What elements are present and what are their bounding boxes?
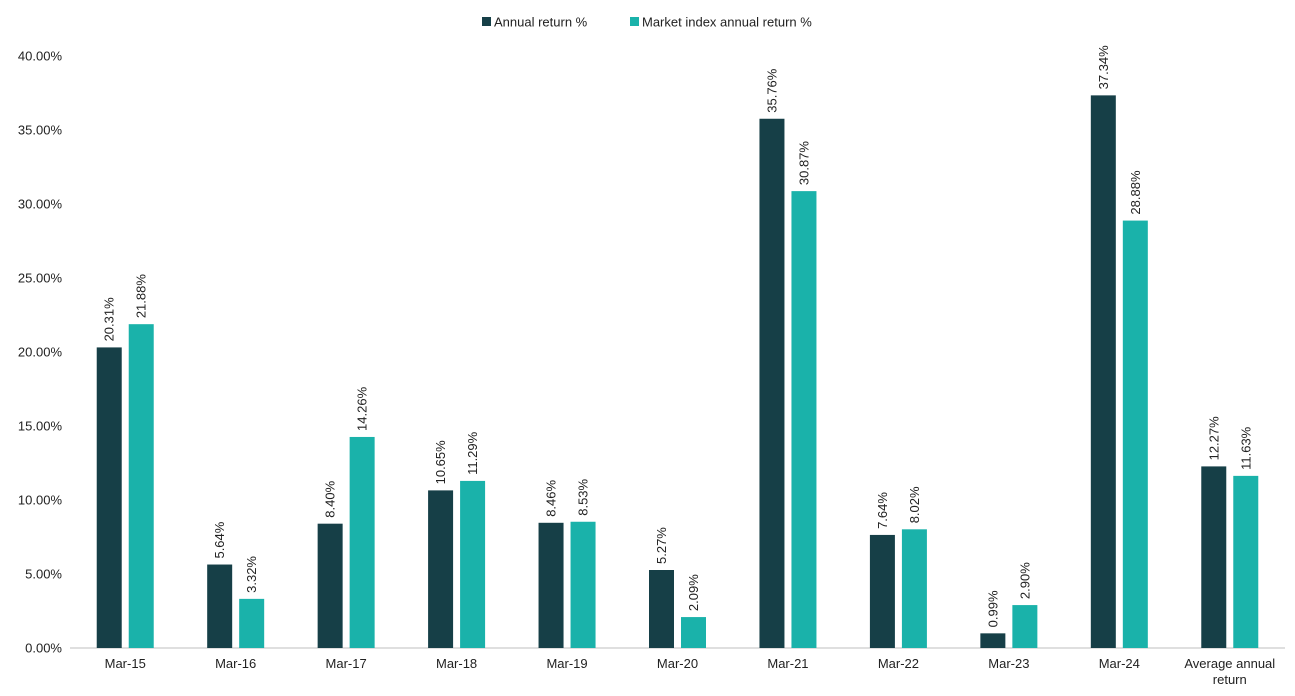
y-tick-label: 25.00% — [18, 271, 63, 286]
x-tick-label-line: Mar-19 — [546, 656, 587, 671]
data-label: 8.40% — [323, 480, 338, 517]
bar-series-1 — [428, 490, 454, 648]
data-label: 2.09% — [686, 574, 701, 611]
data-label: 37.34% — [1096, 45, 1111, 90]
bar-series-2 — [1122, 220, 1148, 649]
y-tick-label: 0.00% — [25, 641, 62, 656]
y-tick-label: 20.00% — [18, 345, 63, 360]
bar-series-1 — [317, 523, 343, 648]
data-label: 14.26% — [355, 386, 370, 431]
x-tick-label: Mar-19 — [546, 656, 587, 671]
x-tick-label-line: Mar-17 — [326, 656, 367, 671]
x-tick-label-line: Mar-22 — [878, 656, 919, 671]
data-label: 21.88% — [134, 274, 149, 319]
bar-series-2 — [681, 617, 706, 648]
bar-series-2 — [570, 521, 596, 648]
data-label: 35.76% — [764, 68, 779, 113]
x-tick-label-line: Mar-23 — [988, 656, 1029, 671]
y-tick-label: 35.00% — [18, 123, 63, 138]
legend-label: Market index annual return % — [642, 15, 812, 30]
bar-series-1 — [1201, 466, 1227, 648]
x-tick-label: Mar-15 — [105, 656, 146, 671]
x-tick-label: Mar-23 — [988, 656, 1029, 671]
data-label: 7.64% — [875, 492, 890, 529]
x-tick-label-line: Average annual — [1184, 656, 1275, 671]
bar-series-2 — [128, 324, 154, 648]
bar-series-1 — [649, 570, 674, 648]
x-tick-label-line: Mar-21 — [767, 656, 808, 671]
bar-series-2 — [1233, 475, 1259, 648]
x-tick-label-line: Mar-20 — [657, 656, 698, 671]
bar-series-2 — [901, 529, 927, 648]
data-label: 10.65% — [433, 440, 448, 485]
data-label: 20.31% — [102, 297, 117, 342]
x-tick-label-line: Mar-16 — [215, 656, 256, 671]
y-tick-label: 40.00% — [18, 49, 63, 64]
x-tick-label: Mar-20 — [657, 656, 698, 671]
bar-series-2 — [791, 191, 817, 648]
bar-series-2 — [239, 598, 265, 648]
bar-series-1 — [1090, 95, 1116, 649]
bar-series-1 — [207, 564, 233, 648]
bar-series-2 — [349, 436, 375, 648]
x-tick-label-line: Mar-15 — [105, 656, 146, 671]
data-label: 12.27% — [1206, 416, 1221, 461]
x-tick-label-line: Mar-18 — [436, 656, 477, 671]
y-tick-label: 30.00% — [18, 197, 63, 212]
legend-swatch — [482, 17, 491, 26]
x-tick-label: Mar-22 — [878, 656, 919, 671]
y-tick-label: 15.00% — [18, 419, 63, 434]
data-label: 11.29% — [465, 431, 480, 475]
x-tick-label: Mar-18 — [436, 656, 477, 671]
x-tick-label: Mar-21 — [767, 656, 808, 671]
legend-label: Annual return % — [494, 15, 588, 30]
data-label: 30.87% — [796, 141, 811, 186]
bar-series-1 — [96, 347, 122, 648]
data-label: 8.46% — [544, 479, 559, 516]
data-label: 8.02% — [907, 486, 922, 523]
data-label: 3.32% — [244, 556, 259, 593]
data-label: 11.63% — [1238, 426, 1253, 470]
x-tick-label: Average annual return — [1184, 656, 1275, 687]
data-label: 5.27% — [654, 527, 669, 564]
bar-series-1 — [759, 118, 785, 648]
legend-swatch — [630, 17, 639, 26]
data-label: 2.90% — [1017, 562, 1032, 599]
data-label: 5.64% — [212, 521, 227, 558]
y-tick-label: 10.00% — [18, 493, 63, 508]
bar-series-1 — [538, 522, 564, 648]
x-tick-label-line: return — [1213, 672, 1247, 687]
data-label: 8.53% — [576, 478, 591, 515]
data-label: 28.88% — [1128, 170, 1143, 215]
data-label: 0.99% — [985, 590, 1000, 627]
x-tick-label-line: Mar-24 — [1099, 656, 1140, 671]
x-tick-label: Mar-16 — [215, 656, 256, 671]
bar-series-2 — [1012, 605, 1038, 648]
y-tick-label: 5.00% — [25, 567, 62, 582]
bar-series-2 — [460, 480, 486, 648]
bar-series-1 — [869, 534, 895, 648]
x-tick-label: Mar-17 — [326, 656, 367, 671]
x-tick-label: Mar-24 — [1099, 656, 1140, 671]
bar-series-1 — [980, 633, 1006, 648]
